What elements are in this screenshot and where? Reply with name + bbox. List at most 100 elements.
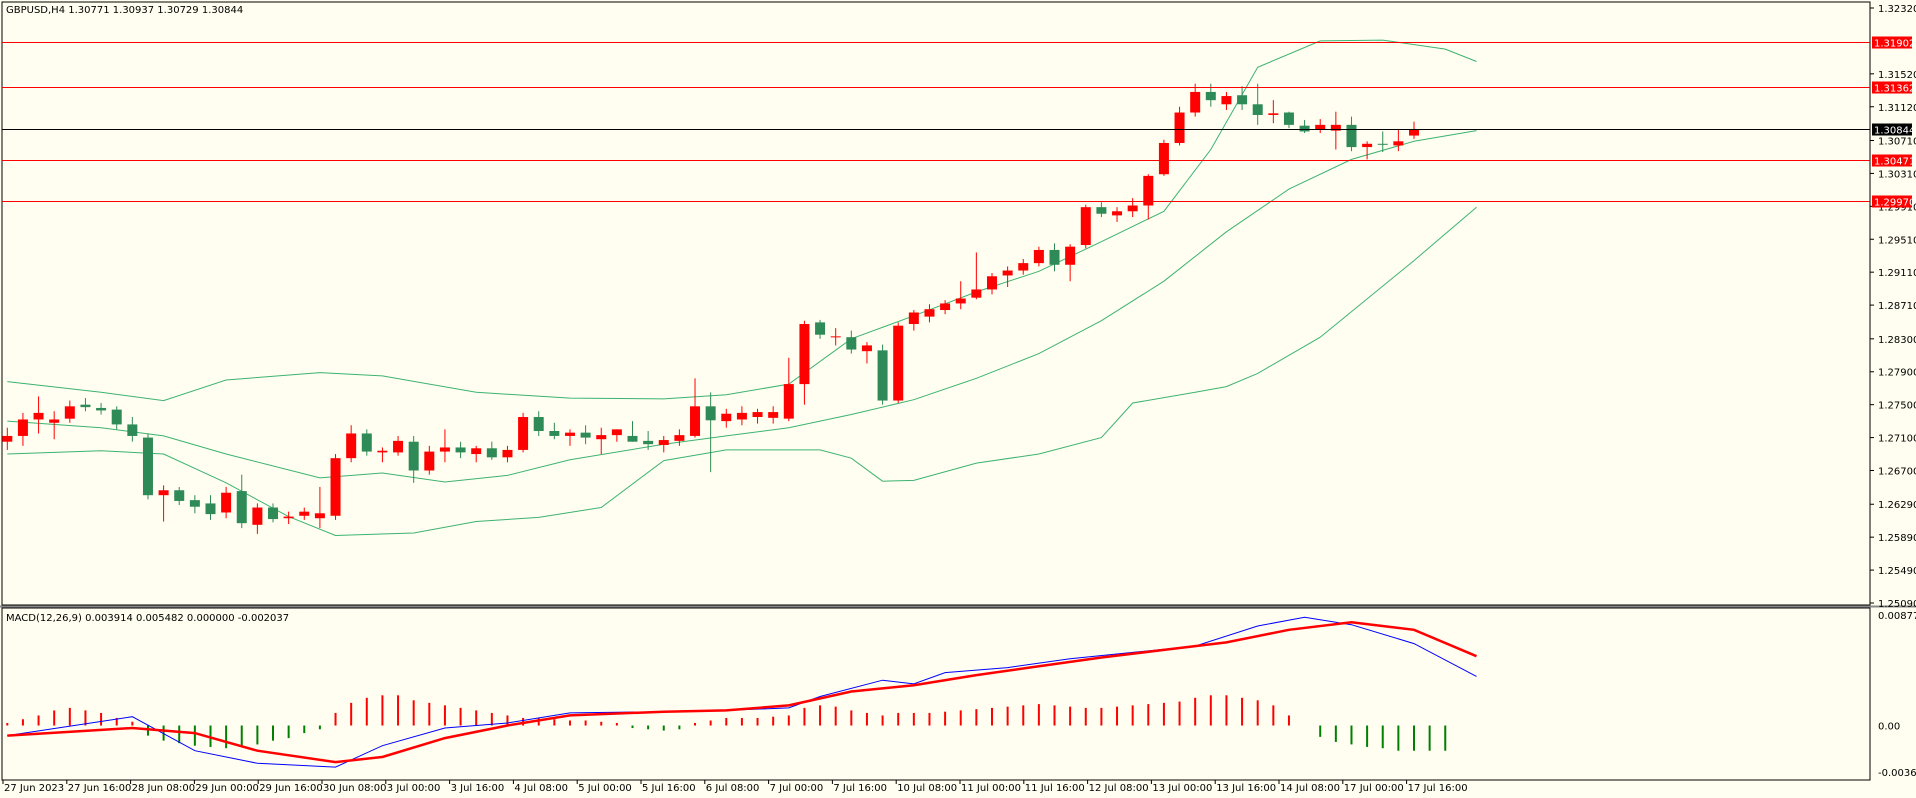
candle-body [877, 350, 888, 401]
candle [580, 425, 591, 445]
candle [1049, 243, 1060, 272]
candle-body [1409, 129, 1419, 136]
price-tag: 1.30844 [1874, 126, 1915, 137]
candle [908, 310, 919, 331]
time-label: 27 Jun 2023 [4, 783, 64, 794]
candle [1065, 244, 1076, 282]
candle [1393, 128, 1404, 152]
candle [549, 422, 560, 440]
candle [1330, 111, 1341, 150]
candle-body [1346, 124, 1357, 148]
candle [846, 330, 857, 354]
candle [455, 441, 466, 459]
price-label: 1.30710 [1878, 136, 1916, 147]
time-label: 17 Jul 16:00 [1408, 783, 1468, 794]
price-tag-bg [1872, 36, 1912, 49]
candle [1221, 91, 1232, 111]
candle-body [924, 309, 935, 317]
candle-body [1237, 95, 1248, 105]
candle-body [986, 276, 997, 290]
candle-body [205, 503, 216, 515]
candle [564, 429, 575, 446]
candle-body [17, 419, 28, 436]
candle [205, 495, 216, 520]
candle-body [768, 412, 779, 418]
price-label: 1.29510 [1878, 235, 1916, 246]
candle-body [236, 491, 247, 524]
candle [768, 406, 779, 424]
macd-main-line [7, 616, 1477, 768]
candle-body [518, 417, 529, 450]
candle [158, 485, 169, 522]
candle-body [1002, 270, 1013, 276]
candle-body [861, 345, 872, 352]
candle [643, 431, 654, 450]
candle [690, 378, 701, 438]
candle-body [1112, 211, 1123, 216]
candle-body [1221, 96, 1232, 105]
price-label: 1.25490 [1878, 566, 1916, 577]
time-label: 29 Jun 16:00 [259, 783, 323, 794]
candle [611, 429, 622, 442]
main-pane-frame [1, 1, 1871, 606]
candle [986, 272, 997, 295]
candle [49, 411, 60, 440]
candle [361, 429, 372, 456]
price-label: 1.28300 [1878, 335, 1916, 346]
candle-body [1080, 207, 1091, 246]
time-label: 5 Jul 00:00 [578, 783, 632, 794]
candle [893, 322, 904, 404]
time-label: 3 Jul 00:00 [387, 783, 441, 794]
price-label: 1.30310 [1878, 169, 1916, 180]
candle-body [799, 324, 810, 385]
candle-body [502, 449, 513, 458]
candle [1112, 207, 1123, 222]
candle [533, 411, 544, 436]
price-tag: 1.31902 [1874, 39, 1915, 50]
candle-body [705, 406, 716, 421]
candle-body [611, 429, 622, 436]
candle [627, 421, 638, 442]
candle-body [815, 322, 826, 335]
time-label: 30 Jun 08:00 [323, 783, 387, 794]
price-tag-bg [1872, 195, 1912, 208]
candle-body [1143, 175, 1154, 206]
macd-signal-line [7, 620, 1477, 764]
price-label: 1.32320 [1878, 4, 1916, 15]
candle [502, 445, 513, 463]
time-label: 29 Jun 00:00 [195, 783, 259, 794]
candle [96, 403, 107, 415]
candle [80, 398, 91, 412]
candle-body [1283, 112, 1294, 125]
candle [721, 408, 732, 428]
macd-label: -0.003688 [1878, 768, 1916, 779]
candle [33, 396, 44, 434]
candle-body [1362, 143, 1373, 148]
time-label: 4 Jul 08:00 [514, 783, 568, 794]
candle-body [314, 513, 325, 519]
candle-body [2, 435, 13, 442]
time-label: 27 Jun 16:00 [68, 783, 132, 794]
price-label: 1.28710 [1878, 301, 1916, 312]
candle-body [908, 312, 919, 325]
horizontal-lines[interactable] [2, 42, 1870, 202]
candle-body [955, 298, 966, 304]
time-label: 12 Jul 08:00 [1089, 783, 1149, 794]
candle [189, 495, 200, 514]
candle-body [971, 289, 982, 298]
candle [486, 441, 497, 460]
candle-body [330, 458, 341, 516]
candle-body [1018, 263, 1029, 271]
candle [439, 429, 450, 463]
candle-body [424, 451, 435, 471]
candles [2, 83, 1419, 534]
candle-body [1252, 104, 1263, 115]
candle-body [643, 440, 654, 445]
candle-body [658, 440, 669, 445]
candle-body [752, 412, 763, 418]
price-label: 1.27500 [1878, 401, 1916, 412]
time-label: 3 Jul 16:00 [451, 783, 505, 794]
candle-body [736, 412, 747, 420]
candle [299, 507, 310, 520]
candle-body [1049, 249, 1060, 265]
